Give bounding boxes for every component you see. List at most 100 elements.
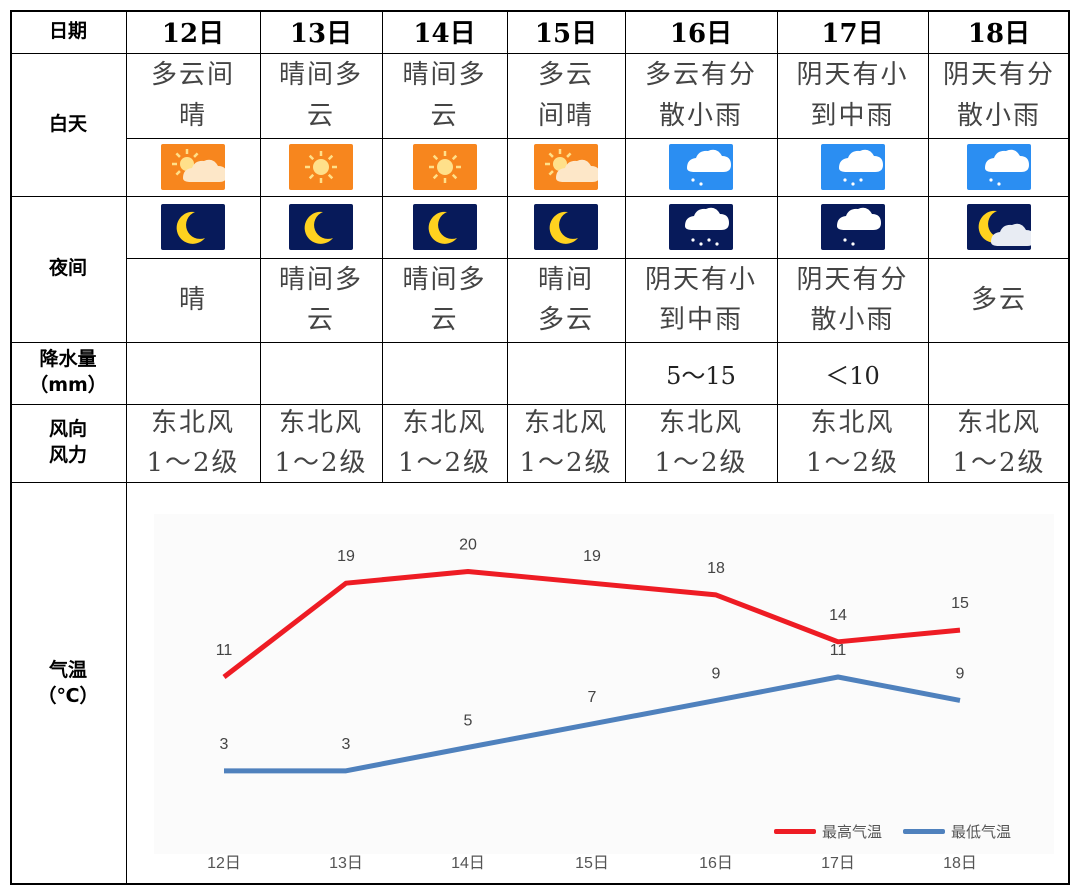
text-line: 1～2级 bbox=[146, 448, 240, 478]
night-icon-cell bbox=[260, 196, 382, 258]
grid-line bbox=[10, 482, 1070, 483]
text-line: 东北风 bbox=[402, 407, 487, 438]
day-weather-text: 晴间多云 bbox=[382, 53, 507, 138]
data-label-high: 20 bbox=[459, 536, 477, 553]
grid-line bbox=[10, 404, 1070, 405]
data-label-high: 11 bbox=[216, 642, 233, 659]
legend-high-swatch bbox=[774, 829, 816, 834]
night-icon-cell bbox=[126, 196, 260, 258]
text-line: （℃） bbox=[37, 684, 99, 707]
grid-line bbox=[126, 258, 1070, 259]
text-line: 东北风 bbox=[150, 407, 235, 438]
night-icon-cell bbox=[625, 196, 777, 258]
grid-line bbox=[10, 10, 1070, 12]
grid-line bbox=[625, 10, 626, 482]
moon-icon bbox=[412, 204, 477, 250]
wind-value: 东北风 1～2级 bbox=[260, 404, 382, 482]
night-weather-text: 晴间多云 bbox=[382, 258, 507, 342]
legend-high-label: 最高气温 bbox=[822, 823, 883, 841]
text-line: 晴间多 bbox=[278, 264, 363, 295]
night-weather-text: 晴 bbox=[126, 258, 260, 342]
text-line: 1～2级 bbox=[654, 448, 748, 478]
plot-area bbox=[154, 514, 1054, 854]
grid-line bbox=[126, 138, 1070, 139]
data-label-low: 3 bbox=[220, 736, 229, 753]
text-line: 散小雨 bbox=[810, 305, 895, 335]
legend-low-label: 最低气温 bbox=[951, 823, 1012, 841]
wind-value: 东北风 1～2级 bbox=[928, 404, 1070, 482]
text-line: 到中雨 bbox=[810, 100, 895, 131]
x-tick-label: 12日 bbox=[207, 855, 241, 872]
wind-value: 东北风 1～2级 bbox=[507, 404, 625, 482]
moon-icon bbox=[161, 204, 225, 250]
day-weather-text: 晴间多云 bbox=[260, 53, 382, 138]
temperature-chart: 11 19 20 19 18 14 15 3 3 5 7 9 11 9 12日 13日 14日 15日 16日 17日… bbox=[126, 484, 1070, 885]
legend-low-swatch bbox=[903, 829, 945, 834]
precip-value: ＜10 bbox=[825, 361, 880, 390]
text-line: 1～2级 bbox=[805, 448, 900, 478]
series-line-high bbox=[222, 568, 961, 679]
grid-line bbox=[10, 342, 1070, 343]
text-line: 1～2级 bbox=[519, 448, 613, 478]
precip-value bbox=[382, 342, 507, 404]
text-line: 多云间 bbox=[150, 60, 235, 91]
text-line: 多云 bbox=[537, 60, 594, 91]
text-line: 云 bbox=[430, 100, 459, 131]
day-weather-text: 阴天有小 到中雨 bbox=[777, 53, 928, 138]
text-line: 气温 bbox=[48, 658, 87, 681]
cloudy-moon-icon bbox=[967, 204, 1035, 250]
date-header: 14日 bbox=[413, 19, 476, 49]
text-line: 降水量 bbox=[39, 348, 97, 371]
date-header: 18日 bbox=[967, 19, 1031, 49]
x-tick-label: 17日 bbox=[821, 855, 855, 872]
grid-line bbox=[928, 10, 929, 482]
night-weather-text: 阴天有小 到中雨 bbox=[625, 258, 777, 342]
data-label-high: 18 bbox=[707, 560, 725, 577]
data-label-low: 5 bbox=[464, 712, 473, 729]
text-line: 东北风 bbox=[278, 407, 363, 438]
text-line: 风向 bbox=[48, 418, 87, 441]
text-line: 东北风 bbox=[658, 407, 743, 438]
data-label-low: 9 bbox=[712, 665, 721, 682]
legend-low: 最低气温 bbox=[903, 821, 1011, 842]
sun-icon bbox=[412, 144, 477, 190]
day-icon-cell bbox=[928, 138, 1070, 196]
light-rain-icon bbox=[967, 144, 1031, 190]
sun-icon bbox=[289, 144, 353, 190]
day-icon-cell bbox=[382, 138, 507, 196]
data-label-low: 9 bbox=[956, 665, 965, 682]
data-label-high: 19 bbox=[337, 548, 355, 565]
text-line: 东北风 bbox=[810, 407, 895, 438]
x-tick-label: 18日 bbox=[943, 855, 977, 872]
text-line: 晴 bbox=[178, 100, 207, 131]
data-label-low: 3 bbox=[342, 736, 351, 753]
day-weather-text: 多云间晴 bbox=[126, 53, 260, 138]
row-label-day: 白天 bbox=[48, 112, 87, 135]
text-line: 阴天有分 bbox=[942, 60, 1055, 91]
data-label-low: 11 bbox=[830, 642, 847, 659]
grid-line bbox=[1068, 10, 1070, 885]
text-line: 晴间多 bbox=[402, 264, 487, 295]
light-rain-icon bbox=[669, 144, 733, 190]
moon-icon bbox=[289, 204, 353, 250]
row-label-date: 日期 bbox=[48, 19, 87, 42]
data-label-low: 7 bbox=[588, 689, 597, 706]
text-line: 云 bbox=[306, 100, 335, 131]
day-weather-text: 多云有分 散小雨 bbox=[625, 53, 777, 138]
text-line: 间晴 bbox=[537, 100, 594, 131]
date-header: 17日 bbox=[821, 19, 884, 49]
night-weather-text: 多云 bbox=[928, 258, 1070, 342]
grid-line bbox=[10, 53, 1070, 54]
data-label-high: 15 bbox=[951, 595, 969, 612]
wind-value: 东北风 1～2级 bbox=[777, 404, 928, 482]
day-icon-cell bbox=[260, 138, 382, 196]
grid-line bbox=[10, 883, 1070, 885]
text-line: 晴间多 bbox=[278, 60, 363, 91]
date-header: 15日 bbox=[534, 19, 598, 49]
data-label-high: 14 bbox=[829, 607, 847, 624]
grid-line bbox=[10, 196, 1070, 197]
wind-value: 东北风 1～2级 bbox=[382, 404, 507, 482]
text-line: 1～2级 bbox=[397, 448, 492, 478]
night-icon-cell bbox=[928, 196, 1070, 258]
night-icon-cell bbox=[777, 196, 928, 258]
